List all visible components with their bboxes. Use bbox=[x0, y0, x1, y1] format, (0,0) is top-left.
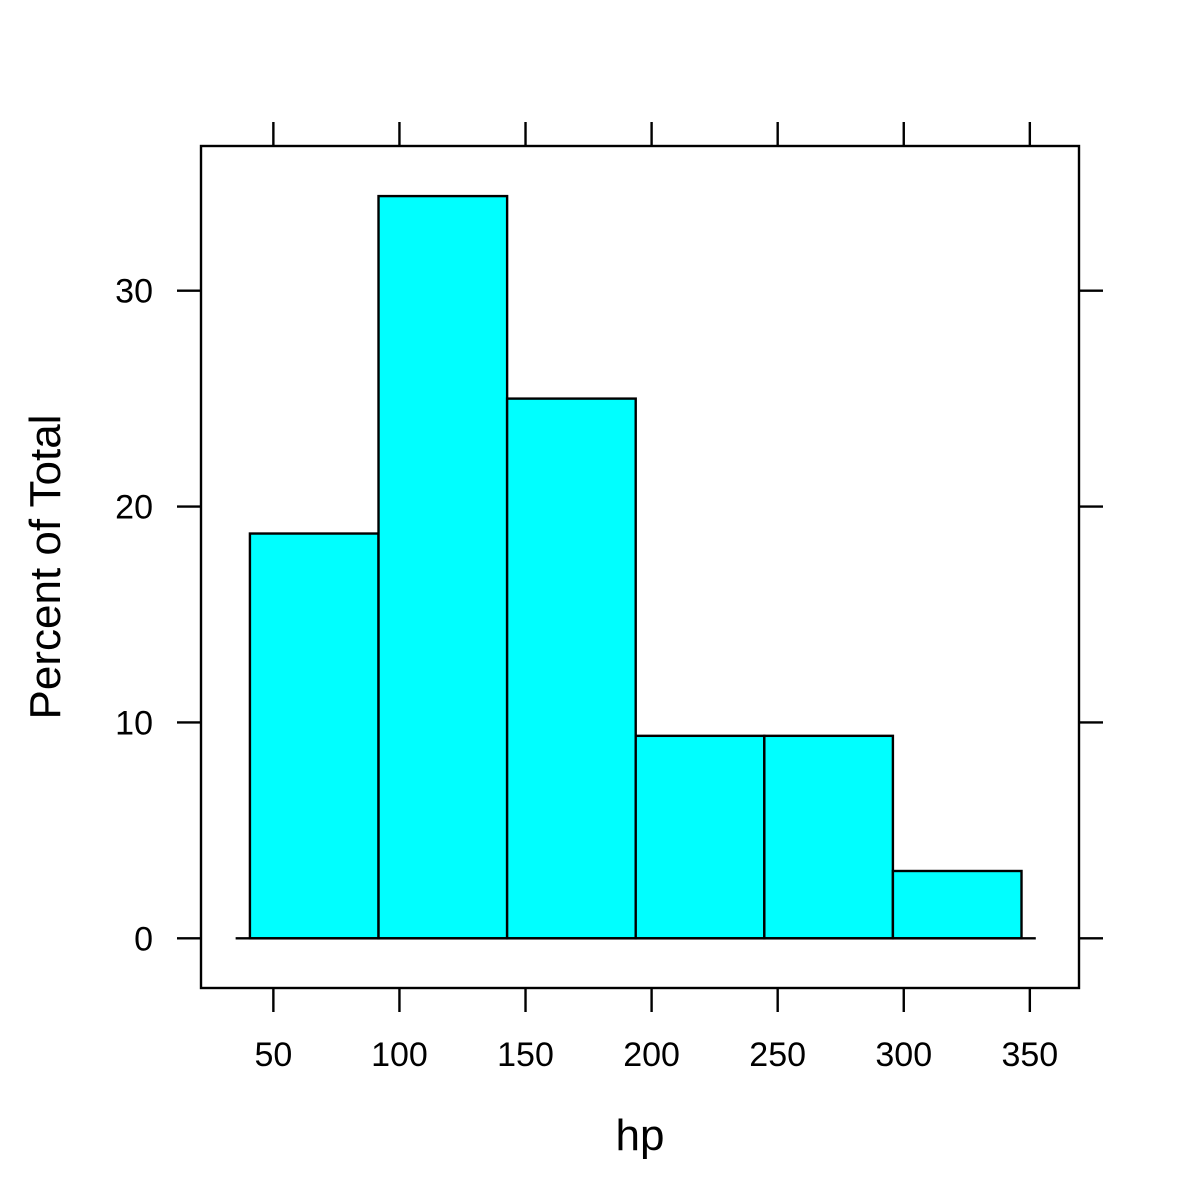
histogram-bar-5 bbox=[763, 734, 895, 940]
x-tick-label: 300 bbox=[875, 1036, 932, 1074]
histogram-bar-4 bbox=[634, 734, 766, 940]
y-tick-label: 20 bbox=[115, 489, 153, 527]
x-axis: 50 100 150 200 250 300 350 bbox=[254, 122, 1058, 1074]
histogram-bar-2 bbox=[377, 194, 509, 940]
histogram-bar-3 bbox=[505, 397, 637, 940]
y-tick-label: 10 bbox=[115, 704, 153, 742]
y-tick-label: 30 bbox=[115, 273, 153, 311]
x-tick-label: 250 bbox=[749, 1036, 806, 1074]
x-tick-label: 50 bbox=[254, 1036, 292, 1074]
y-axis-label: Percent of Total bbox=[21, 415, 70, 720]
x-tick-label: 350 bbox=[1001, 1036, 1058, 1074]
x-axis-label: hp bbox=[616, 1111, 665, 1160]
y-tick-label: 0 bbox=[134, 920, 153, 958]
x-tick-label: 200 bbox=[623, 1036, 680, 1074]
y-axis: 0 10 20 30 bbox=[115, 273, 1103, 958]
bars-group bbox=[248, 194, 1023, 940]
panel-frame bbox=[199, 144, 1081, 990]
x-tick-label: 100 bbox=[371, 1036, 428, 1074]
histogram-bar-1 bbox=[248, 532, 380, 940]
x-tick-label: 150 bbox=[497, 1036, 554, 1074]
histogram-bar-6 bbox=[891, 869, 1023, 940]
